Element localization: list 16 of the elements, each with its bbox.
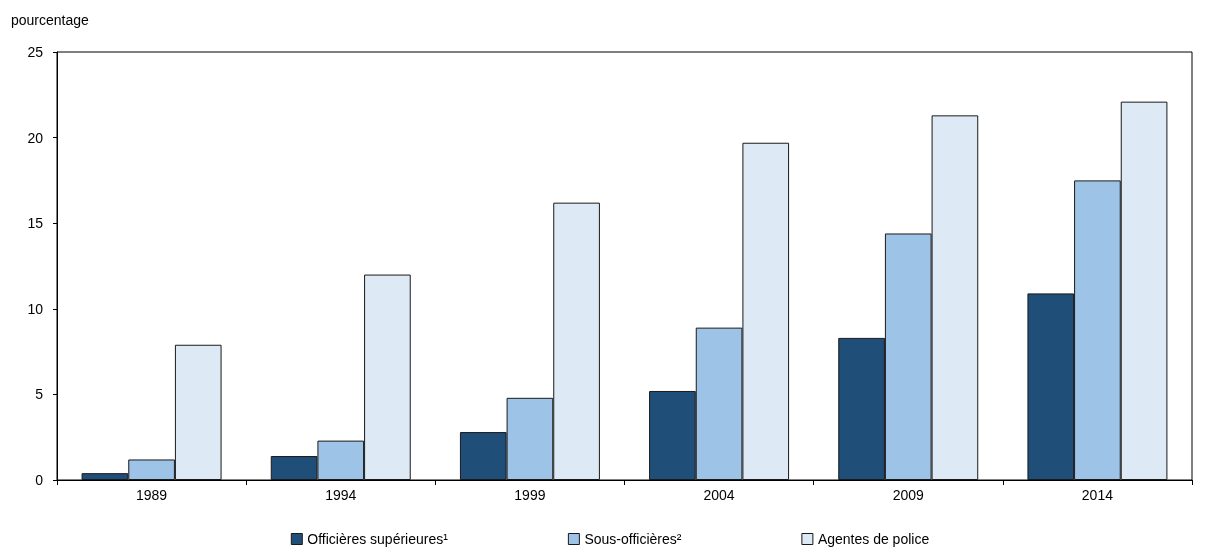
x-tick-label: 2014	[1081, 487, 1114, 503]
x-tick-label: 1989	[136, 487, 168, 503]
y-tick-label: 15	[27, 215, 44, 232]
y-tick-label: 20	[27, 129, 44, 146]
y-tick-label: 0	[35, 472, 44, 488]
legend-label: Agentes de police	[817, 531, 930, 547]
x-tick-label: 1999	[514, 487, 546, 503]
x-tick-label: 1994	[325, 487, 357, 503]
x-tick-label: 2009	[892, 487, 925, 503]
y-tick-label: 10	[27, 300, 44, 317]
y-tick-label: 25	[27, 44, 44, 60]
legend-label: Sous-officières²	[584, 531, 682, 547]
x-tick-label: 2004	[703, 487, 735, 503]
y-axis-title: pourcentage	[11, 12, 90, 28]
legend-label: Officières supérieures¹	[307, 531, 449, 547]
y-tick-label: 5	[35, 386, 44, 403]
